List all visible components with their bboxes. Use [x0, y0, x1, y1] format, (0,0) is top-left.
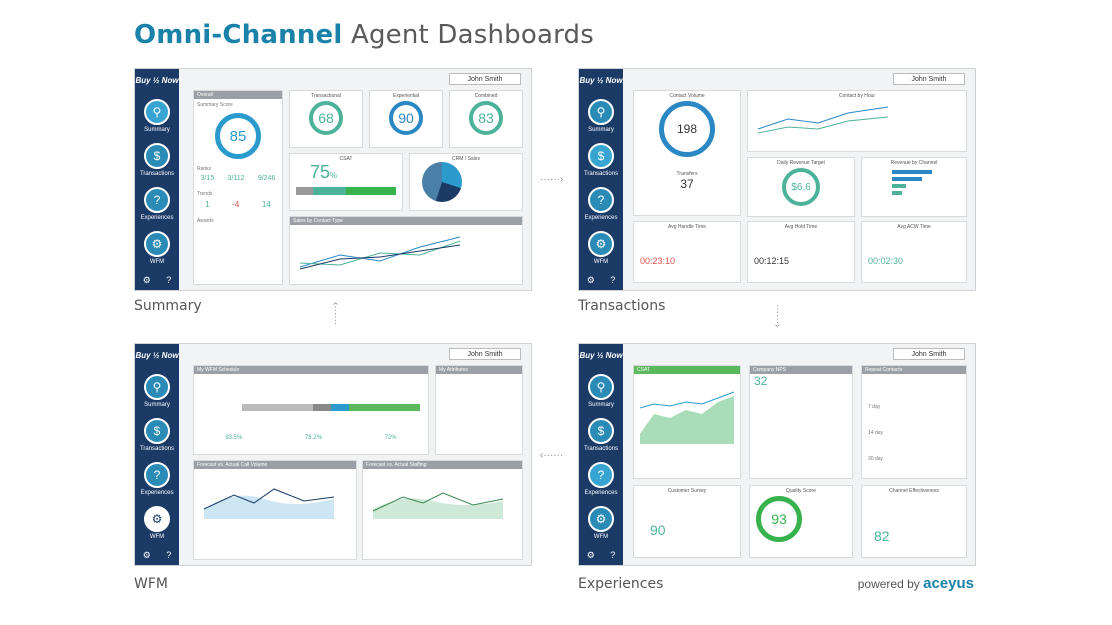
experiences-panel: Buy ½ Now ⚲ Summary $ Transactions ? Experi…: [578, 343, 976, 566]
transactions-icon: $: [588, 418, 614, 444]
user-dropdown[interactable]: John Smith: [893, 348, 965, 360]
settings-icon[interactable]: ⚙: [142, 550, 151, 560]
page-title: Omni-Channel Agent Dashboards: [134, 20, 595, 50]
channel-effectiveness-card: Channel Effectiveness 82: [861, 485, 967, 558]
crm-sales-card: CRM / Sales: [409, 153, 523, 211]
revenue-target-card: Daily Revenue Target $6.6: [747, 157, 855, 217]
revenue-channel-card: Revenue by Channel: [861, 157, 967, 217]
experiences-icon: ?: [144, 462, 170, 488]
user-dropdown[interactable]: John Smith: [449, 73, 521, 85]
transactions-caption: Transactions: [578, 298, 666, 314]
wfm-icon: ⚙: [144, 231, 170, 257]
help-icon[interactable]: ?: [166, 550, 172, 560]
wfm-icon: ⚙: [588, 506, 614, 532]
user-dropdown[interactable]: John Smith: [449, 348, 521, 360]
wfm-icon: ⚙: [144, 506, 170, 532]
summary-icon: ⚲: [588, 99, 614, 125]
experiences-icon: ?: [588, 462, 614, 488]
forecast-volume-card: Forecast vs. Actual Call Volume: [193, 460, 357, 560]
help-icon[interactable]: ?: [166, 275, 172, 285]
aceyus-logo: aceyus: [923, 575, 974, 592]
nav-experiences[interactable]: ? Experiences: [135, 187, 179, 221]
nav-transactions[interactable]: $ Transactions: [135, 143, 179, 177]
settings-icon[interactable]: ⚙: [586, 275, 595, 285]
experiences-caption: Experiences: [578, 576, 664, 592]
schedule-card: My WFM Schedule 93.5% 78.2% 72%: [193, 365, 429, 455]
attributes-card: My Attributes: [435, 365, 523, 455]
transactions-icon: $: [144, 418, 170, 444]
summary-caption: Summary: [134, 298, 202, 314]
wfm-icon: ⚙: [588, 231, 614, 257]
summary-icon: ⚲: [588, 374, 614, 400]
summary-icon: ⚲: [144, 99, 170, 125]
down-arrow-icon: ······›: [772, 304, 783, 328]
summary-score-gauge: 85: [215, 113, 261, 159]
quality-score-card: Quality Score 93: [749, 485, 853, 558]
combined-gauge-card: Combined 83: [449, 90, 523, 148]
hold-time-card: Avg Hold Time 00:12:15: [747, 221, 855, 283]
handle-time-card: Avg Handle Time 00:23:10: [633, 221, 741, 283]
right-arrow-icon: ······›: [540, 174, 564, 185]
wfm-panel: Buy ½ Now ⚲ Summary $ Transactions ? Experi…: [134, 343, 532, 566]
help-icon[interactable]: ?: [610, 275, 616, 285]
contact-by-hour-card: Contact by Hour: [747, 90, 967, 152]
wfm-caption: WFM: [134, 576, 168, 592]
settings-icon[interactable]: ⚙: [586, 550, 595, 560]
repeat-contacts-card: Repeat Contacts 7 day 14 day 30 day: [861, 365, 967, 479]
help-icon[interactable]: ?: [610, 550, 616, 560]
summary-panel: Buy ½ Now ⚲ Summary $ Transactions ? Experi…: [134, 68, 532, 291]
brand-logo: Buy ½ Now: [135, 76, 179, 85]
settings-icon[interactable]: ⚙: [142, 275, 151, 285]
summary-icon: ⚲: [144, 374, 170, 400]
user-dropdown[interactable]: John Smith: [893, 73, 965, 85]
experiential-gauge-card: Experiential 90: [369, 90, 443, 148]
transactions-icon: $: [144, 143, 170, 169]
nps-card: Company NPS 32: [749, 365, 853, 479]
sales-chart: [299, 236, 461, 270]
powered-by: powered by aceyus: [857, 575, 974, 592]
experiences-icon: ?: [588, 187, 614, 213]
sales-by-contact-card: Sales by Contact Type: [289, 216, 523, 285]
experiences-icon: ?: [144, 187, 170, 213]
csat-card: CSAT: [633, 365, 741, 479]
left-arrow-icon: ‹······: [540, 450, 564, 461]
overall-card: Overall Summary Score 85 Ranks 3/15 3/11…: [193, 90, 283, 285]
transactional-gauge-card: Transactional 68: [289, 90, 363, 148]
transactions-panel: Buy ½ Now ⚲ Summary $ Transactions ? Experi…: [578, 68, 976, 291]
customer-survey-card: Customer Survey 90: [633, 485, 741, 558]
nav-summary[interactable]: ⚲ Summary: [135, 99, 179, 133]
up-arrow-icon: ‹······: [330, 302, 341, 326]
sidebar: Buy ½ Now ⚲ Summary $ Transactions ? Experi…: [135, 69, 179, 290]
contact-volume-card: Contact Volume 198 Transfers 37: [633, 90, 741, 216]
transactions-icon: $: [588, 143, 614, 169]
nav-wfm[interactable]: ⚙ WFM: [135, 231, 179, 265]
csat-card: CSAT 75%: [289, 153, 403, 211]
acw-time-card: Avg ACW Time 00:02:30: [861, 221, 967, 283]
forecast-staffing-card: Forecast vs. Actual Staffing: [362, 460, 523, 560]
